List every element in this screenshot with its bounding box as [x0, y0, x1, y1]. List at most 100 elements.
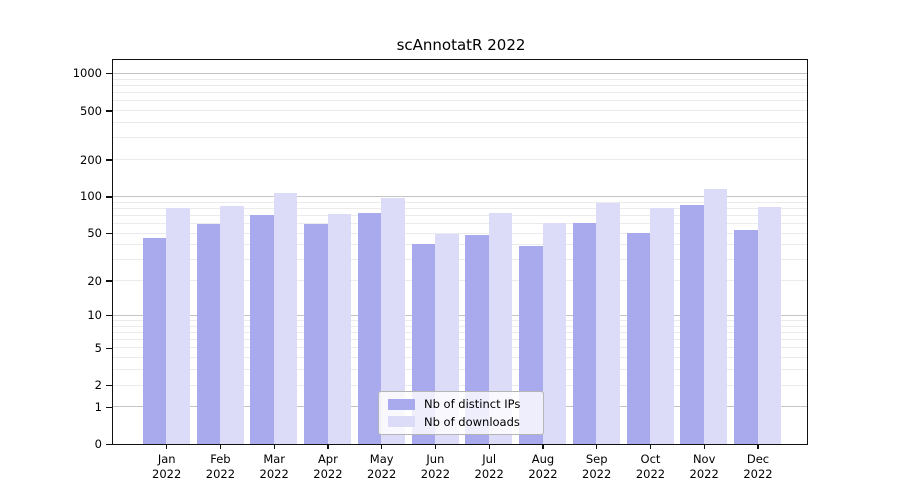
x-tick-jan — [166, 444, 168, 450]
y-tick-500 — [106, 110, 112, 112]
x-tick-apr — [327, 444, 329, 450]
y-tick-label-2: 2 — [94, 378, 102, 392]
gridline-minor-300 — [113, 137, 807, 139]
gridline-minor-700 — [113, 92, 807, 94]
bar-nb-of-distinct-ips-apr — [304, 224, 328, 444]
bar-nb-of-downloads-feb — [220, 206, 244, 444]
bar-nb-of-distinct-ips-mar — [250, 214, 274, 444]
year-label: 2022 — [367, 467, 397, 481]
gridline-minor-90 — [113, 201, 807, 203]
legend: Nb of distinct IPs Nb of downloads — [378, 391, 544, 435]
x-tick-jul — [488, 444, 490, 450]
gridline-minor-50 — [113, 232, 807, 234]
x-tick-jun — [434, 444, 437, 450]
legend-entry-downloads: Nb of downloads — [388, 415, 534, 429]
plot-area: Nb of distinct IPs Nb of downloads — [112, 59, 808, 445]
y-tick-5 — [106, 347, 112, 349]
bar-nb-of-downloads-jul — [488, 213, 513, 444]
x-tick-label-mar: Mar 2022 — [244, 452, 304, 482]
y-tick-label-10: 10 — [87, 308, 102, 323]
month-label: Aug — [531, 452, 555, 466]
gridline-major-100 — [113, 196, 807, 197]
gridline-minor-500 — [113, 110, 807, 112]
legend-entry-distinct-ips: Nb of distinct IPs — [388, 397, 534, 411]
y-tick-label-20: 20 — [87, 273, 102, 288]
gridline-minor-6 — [113, 339, 807, 341]
x-tick-label-apr: Apr 2022 — [298, 452, 358, 482]
bars-layer — [113, 60, 807, 444]
y-tick-2 — [106, 384, 112, 387]
gridline-major-10 — [113, 314, 807, 316]
y-tick-label-5: 5 — [94, 340, 102, 355]
legend-swatch-distinct-ips — [388, 398, 415, 410]
x-tick-feb — [219, 444, 222, 450]
month-label: Apr — [317, 452, 338, 466]
bar-nb-of-distinct-ips-feb — [196, 224, 220, 444]
x-tick-label-aug: Aug 2022 — [513, 452, 573, 482]
gridline-minor-70 — [113, 214, 807, 216]
month-label: Jul — [482, 452, 497, 466]
y-tick-label-0: 0 — [94, 436, 102, 451]
bar-nb-of-downloads-may — [381, 198, 405, 444]
bar-nb-of-downloads-jan — [166, 207, 190, 444]
gridline-minor-9 — [113, 320, 807, 321]
bar-nb-of-distinct-ips-may — [357, 213, 382, 444]
x-tick-aug — [542, 444, 544, 450]
x-tick-label-jun: Jun 2022 — [405, 452, 465, 482]
bar-nb-of-distinct-ips-sep — [572, 222, 597, 444]
gridline-minor-3 — [113, 369, 807, 371]
gridline-minor-900 — [113, 78, 807, 80]
month-label: Mar — [263, 452, 286, 466]
month-label: Sep — [585, 452, 608, 466]
x-tick-label-dec: Dec 2022 — [728, 452, 788, 482]
legend-label-distinct-ips: Nb of distinct IPs — [424, 397, 521, 412]
gridline-minor-20 — [113, 280, 807, 282]
legend-label-downloads: Nb of downloads — [424, 414, 520, 429]
y-tick-label-1: 1 — [94, 399, 102, 414]
bar-nb-of-distinct-ips-dec — [734, 230, 758, 444]
y-tick-1000 — [106, 73, 112, 75]
gridline-minor-60 — [113, 223, 807, 224]
y-tick-label-200: 200 — [80, 152, 102, 167]
y-tick-label-1000: 1000 — [72, 66, 102, 81]
year-label: 2022 — [743, 467, 773, 481]
year-label: 2022 — [528, 467, 558, 481]
y-tick-100 — [106, 196, 112, 198]
gridline-minor-30 — [113, 259, 807, 261]
bar-nb-of-downloads-aug — [542, 222, 567, 444]
gridline-minor-2 — [113, 384, 807, 386]
gridline-minor-80 — [113, 207, 807, 209]
year-label: 2022 — [582, 467, 612, 481]
bar-nb-of-downloads-mar — [273, 193, 298, 444]
x-tick-oct — [649, 444, 652, 450]
gridline-minor-8 — [113, 325, 807, 327]
year-label: 2022 — [152, 467, 182, 481]
x-tick-label-feb: Feb 2022 — [190, 452, 250, 482]
chart-title: scAnnotatR 2022 — [396, 36, 526, 54]
x-tick-label-sep: Sep 2022 — [567, 452, 627, 482]
bar-nb-of-distinct-ips-jan — [142, 237, 167, 444]
legend-swatch-downloads — [388, 416, 415, 428]
bar-nb-of-distinct-ips-oct — [626, 233, 650, 444]
gridline-minor-200 — [113, 159, 807, 161]
bar-nb-of-downloads-apr — [327, 213, 352, 444]
month-label: Oct — [640, 452, 661, 466]
year-label: 2022 — [420, 467, 451, 481]
bar-nb-of-distinct-ips-nov — [680, 204, 704, 444]
gridline-minor-800 — [113, 84, 807, 86]
y-tick-200 — [106, 159, 112, 161]
gridline-minor-400 — [113, 122, 807, 123]
y-tick-50 — [106, 232, 112, 235]
gridline-minor-600 — [113, 100, 807, 102]
y-tick-1 — [106, 406, 112, 408]
gridline-major-1000 — [113, 72, 807, 74]
x-tick-label-nov: Nov 2022 — [674, 452, 734, 482]
y-tick-label-100: 100 — [80, 189, 102, 204]
month-label: Jan — [157, 452, 176, 466]
month-label: Feb — [210, 452, 231, 466]
month-label: Jun — [426, 452, 445, 466]
x-tick-label-oct: Oct 2022 — [621, 452, 681, 482]
year-label: 2022 — [689, 467, 719, 481]
